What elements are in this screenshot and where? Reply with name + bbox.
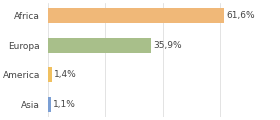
Text: 35,9%: 35,9%: [153, 41, 182, 50]
Bar: [48, 8, 225, 23]
Text: 1,1%: 1,1%: [53, 100, 76, 109]
Bar: [48, 38, 151, 53]
Bar: [48, 97, 51, 112]
Bar: [48, 67, 52, 82]
Text: 61,6%: 61,6%: [227, 11, 255, 20]
Text: 1,4%: 1,4%: [54, 70, 77, 79]
